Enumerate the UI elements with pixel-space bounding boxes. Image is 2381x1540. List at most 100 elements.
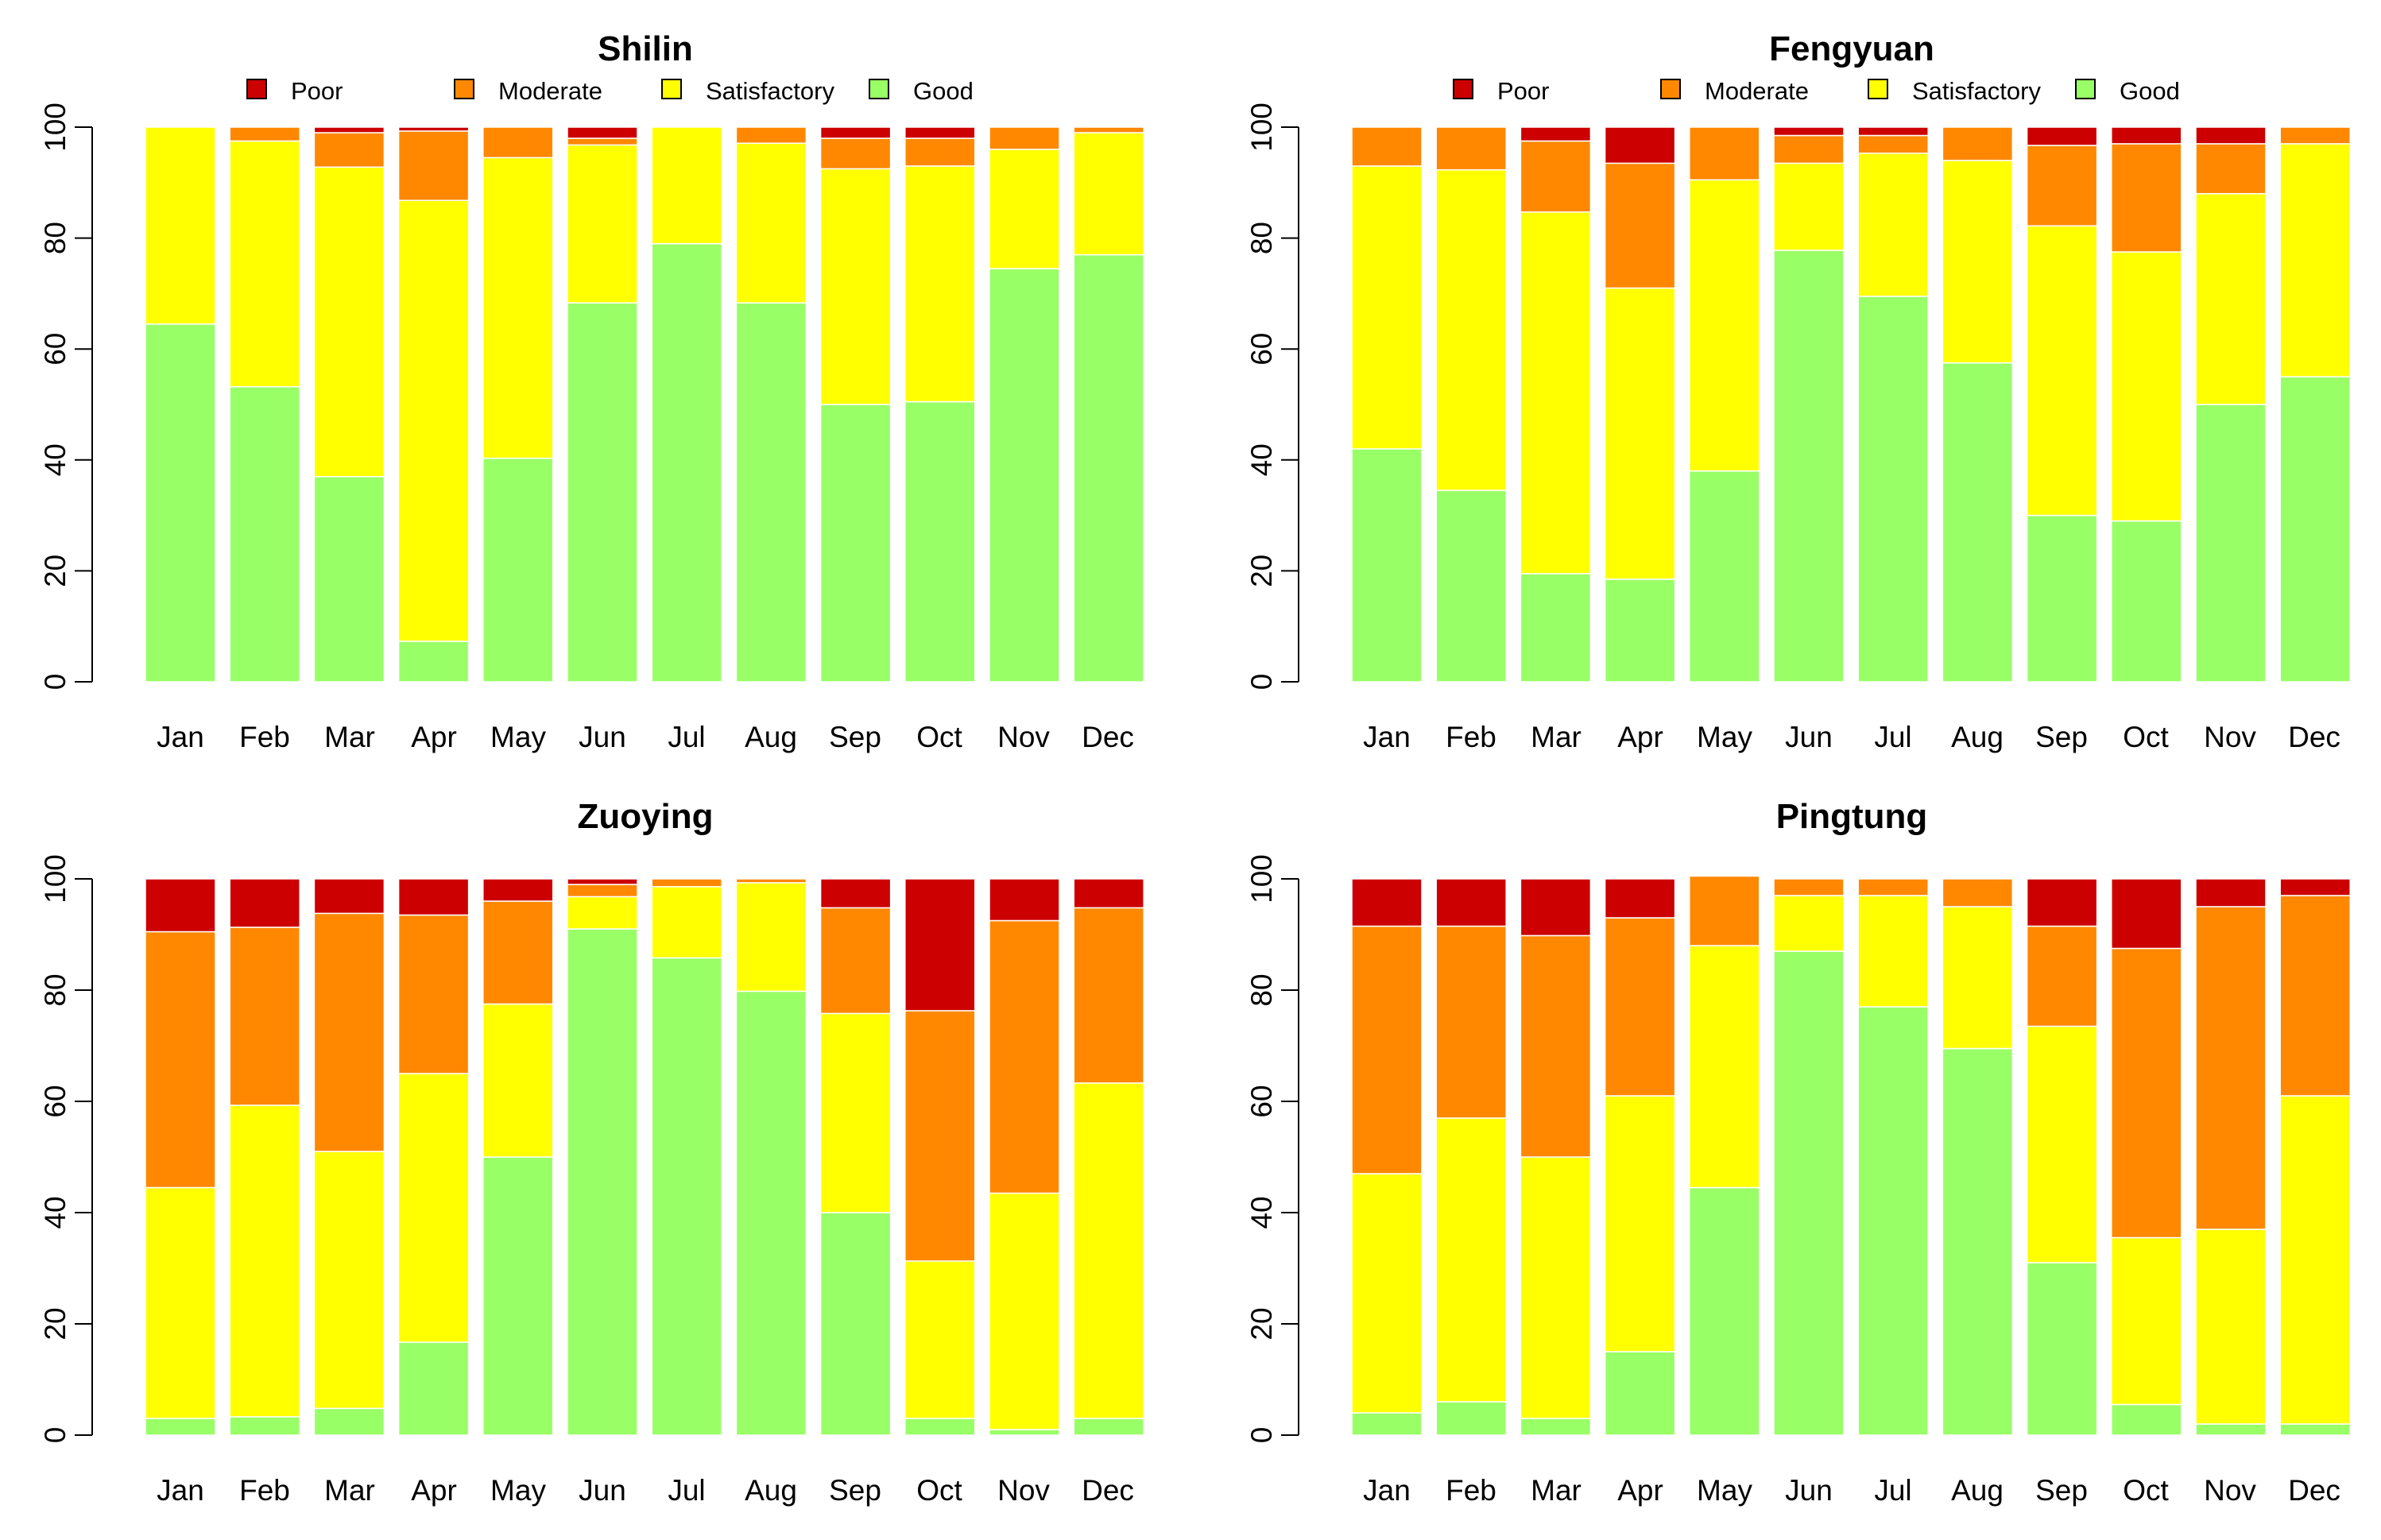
x-tick-label: May — [490, 721, 546, 753]
bar-sep-poor — [819, 878, 892, 909]
bar-jun-moderate — [1773, 134, 1845, 164]
bar-jan-good — [145, 1418, 216, 1436]
y-axis: 0 20 40 60 80 100 — [39, 854, 93, 1444]
x-tick-label: Nov — [2204, 721, 2256, 753]
bar-oct-satisfactory — [2111, 1236, 2182, 1406]
bar-dec-moderate — [1073, 126, 1144, 133]
bar-mar-poor — [1520, 878, 1592, 937]
bar-apr-good — [1604, 1351, 1676, 1436]
bar-may-good — [482, 1156, 554, 1436]
bar-mar-moderate — [313, 912, 385, 1152]
bar-jan-satisfactory — [1351, 165, 1423, 450]
y-tick-label: 0 — [39, 1427, 72, 1444]
bar-jan-poor — [1351, 878, 1423, 927]
bar-oct-good — [904, 400, 976, 683]
bars — [145, 126, 1144, 683]
bar-jun-good — [567, 302, 638, 683]
x-tick-label: Aug — [745, 1474, 797, 1507]
bar-jul-good — [651, 957, 722, 1436]
x-tick-label: Sep — [829, 721, 881, 753]
x-axis-labels: Jan Feb Mar Apr May Jun Jul Aug Sep Oct … — [1363, 1474, 2340, 1507]
bar-feb-poor — [229, 878, 300, 928]
x-tick-label: Aug — [745, 721, 797, 753]
bar-nov-moderate — [989, 919, 1060, 1194]
legend-label-moderate: Moderate — [1705, 77, 1809, 105]
bar-nov-good — [2195, 1423, 2267, 1436]
bar-nov-good — [989, 1429, 1060, 1436]
legend: Poor Moderate Satisfactory Good — [246, 77, 974, 105]
bar-may-moderate — [1689, 875, 1760, 946]
y-axis: 0 20 40 60 80 100 — [1245, 103, 1299, 690]
bar-dec-good — [2279, 376, 2351, 683]
bar-nov-poor — [2195, 878, 2267, 907]
bar-jul-satisfactory — [651, 886, 722, 959]
x-tick-label: Dec — [2288, 1474, 2340, 1507]
bar-dec-good — [1073, 1418, 1144, 1436]
bar-aug-moderate — [735, 878, 807, 884]
x-tick-label: Sep — [829, 1474, 881, 1507]
bar-jun-good — [567, 928, 638, 1436]
legend-swatch-satisfactory — [1868, 79, 1888, 99]
bar-jul-good — [1857, 296, 1929, 683]
bar-feb-satisfactory — [1435, 1117, 1507, 1403]
bar-feb-moderate — [1435, 126, 1507, 171]
bar-aug-satisfactory — [1942, 160, 2014, 364]
bar-aug-satisfactory — [735, 882, 807, 992]
bar-jul-satisfactory — [651, 126, 722, 245]
legend-swatch-satisfactory — [661, 79, 682, 99]
bar-jun-moderate — [567, 137, 638, 146]
x-axis-labels: Jan Feb Mar Apr May Jun Jul Aug Sep Oct … — [157, 1474, 1134, 1507]
x-tick-label: May — [1697, 721, 1752, 753]
x-tick-label: Jan — [157, 1474, 204, 1507]
bar-feb-poor — [1435, 878, 1507, 927]
panel-title: Shilin — [598, 29, 693, 68]
bar-may-moderate — [482, 900, 554, 1005]
y-tick-label: 60 — [39, 333, 72, 366]
bar-jun-moderate — [1773, 878, 1845, 896]
bar-dec-satisfactory — [1073, 132, 1144, 256]
y-tick-label: 40 — [39, 1196, 72, 1229]
bar-jan-moderate — [1351, 126, 1423, 167]
bar-apr-moderate — [397, 130, 470, 201]
bar-mar-good — [313, 1407, 385, 1436]
legend: Poor Moderate Satisfactory Good — [1453, 77, 2180, 105]
y-tick-label: 100 — [1245, 103, 1278, 152]
bar-feb-good — [229, 385, 300, 683]
y-tick-label: 0 — [1245, 1427, 1278, 1444]
y-tick-label: 60 — [1245, 1085, 1278, 1117]
bar-may-good — [482, 457, 554, 683]
legend-swatch-good — [869, 79, 889, 99]
bar-oct-moderate — [2111, 947, 2182, 1239]
bar-apr-moderate — [1604, 162, 1676, 289]
bar-apr-poor — [1604, 878, 1676, 919]
bar-jul-good — [1857, 1006, 1929, 1436]
bar-feb-moderate — [229, 927, 300, 1106]
legend-label-poor: Poor — [1497, 77, 1549, 105]
legend-swatch-poor — [246, 79, 267, 99]
bars — [1351, 126, 2351, 683]
bar-jul-satisfactory — [1857, 895, 1929, 1008]
bar-apr-good — [1604, 578, 1676, 683]
bars — [145, 878, 1144, 1436]
bar-aug-satisfactory — [735, 142, 807, 304]
legend-label-good: Good — [913, 77, 974, 105]
y-tick-label: 80 — [1245, 973, 1278, 1006]
bar-oct-poor — [904, 878, 976, 1012]
bar-oct-satisfactory — [2111, 251, 2182, 522]
bar-feb-satisfactory — [229, 1105, 300, 1418]
x-tick-label: Mar — [324, 721, 375, 753]
panel-shilin: Shilin Poor Moderate Satisfactory Good 0… — [39, 29, 1144, 753]
bar-dec-satisfactory — [2279, 143, 2351, 377]
bar-jul-moderate — [1857, 878, 1929, 896]
x-tick-label: May — [1697, 1474, 1752, 1507]
bar-aug-good — [735, 990, 807, 1436]
x-tick-label: Dec — [1082, 1474, 1134, 1507]
bar-feb-satisfactory — [1435, 168, 1507, 491]
legend-swatch-moderate — [454, 79, 474, 99]
bar-feb-good — [1435, 489, 1507, 683]
bar-mar-satisfactory — [313, 166, 385, 478]
bar-mar-poor — [313, 878, 385, 915]
legend-label-good: Good — [2120, 77, 2180, 105]
y-tick-label: 0 — [39, 674, 72, 691]
y-tick-label: 100 — [39, 103, 72, 152]
